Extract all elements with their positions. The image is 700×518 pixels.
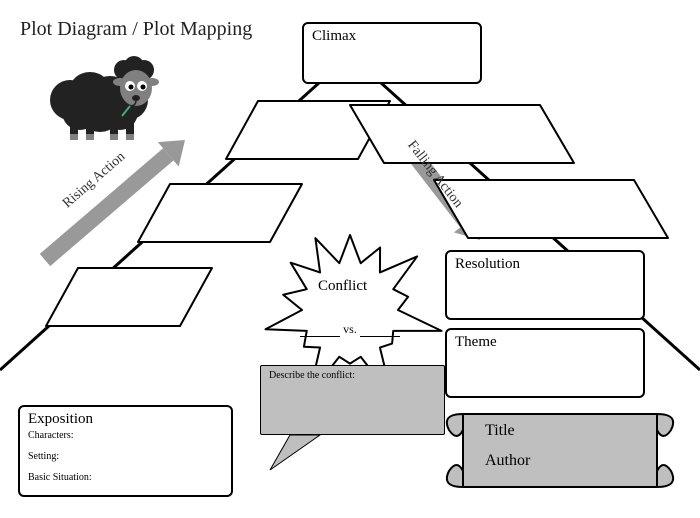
title-author-scroll [447,414,673,487]
worksheet-canvas: Plot Diagram / Plot Mapping Climax Resol… [0,0,700,518]
describe-conflict-label: Describe the conflict: [269,370,436,381]
sheep-illustration [50,56,159,140]
conflict-vs-text: vs. [343,322,357,336]
exposition-field-characters: Characters: [28,430,223,441]
scroll-title-line: Title [485,422,515,440]
resolution-box: Resolution [445,250,645,320]
conflict-label: Conflict [318,278,367,295]
exposition-field-situation: Basic Situation: [28,472,223,483]
climax-label: Climax [312,28,472,45]
climax-box: Climax [302,22,482,84]
exposition-label: Exposition [28,411,223,428]
exposition-field-setting: Setting: [28,451,223,462]
scroll-author-line: Author [485,452,530,470]
describe-conflict-box: Describe the conflict: [260,365,445,435]
page-title: Plot Diagram / Plot Mapping [20,18,252,41]
theme-label: Theme [455,334,635,351]
theme-box: Theme [445,328,645,398]
speech-tail [270,435,320,470]
conflict-vs-line: vs. [290,322,410,337]
resolution-label: Resolution [455,256,635,273]
exposition-box: Exposition Characters: Setting: Basic Si… [18,405,233,497]
